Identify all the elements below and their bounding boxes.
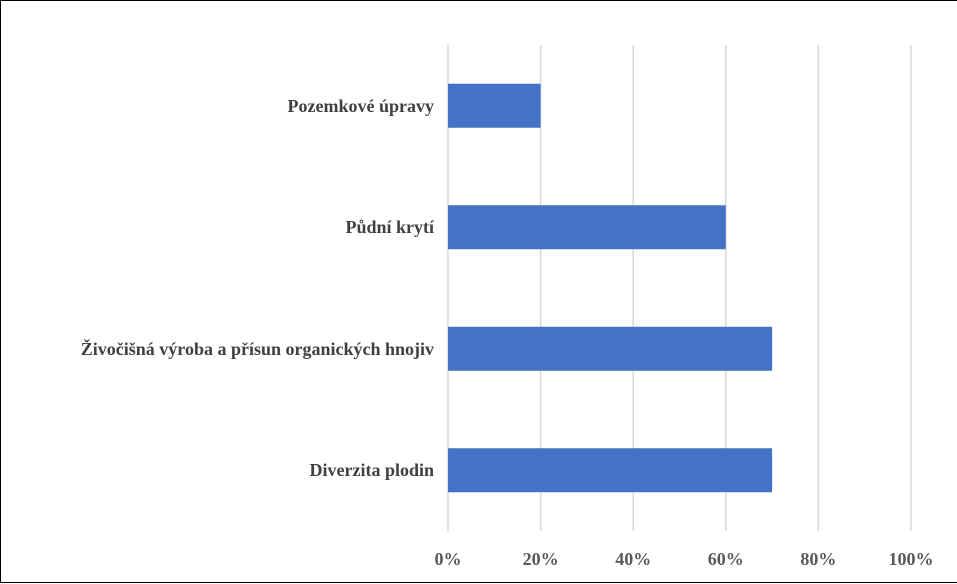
y-tick-label: Diverzita plodin: [309, 460, 435, 481]
bar: [448, 448, 773, 493]
category-label-box: Půdní krytí: [9, 187, 434, 267]
x-tick-label: 80%: [800, 549, 836, 569]
category-label-box: Diverzita plodin: [9, 430, 435, 510]
x-tick-label: 20%: [523, 549, 559, 569]
y-tick-label: Půdní krytí: [345, 217, 434, 238]
bar: [448, 326, 773, 371]
x-tick-label: 60%: [708, 549, 744, 569]
y-tick-label: Pozemkové úpravy: [287, 95, 434, 116]
x-tick-label: 100%: [889, 549, 934, 569]
bar: [448, 83, 541, 128]
category-label-box: Pozemkové úpravy: [9, 66, 434, 146]
category-label-box: Živočišná výroba a přísun organických hn…: [9, 309, 434, 389]
bar: [448, 205, 726, 250]
x-tick-label: 40%: [615, 549, 651, 569]
y-tick-label: Živočišná výroba a přísun organických hn…: [80, 338, 434, 359]
x-tick-label: 0%: [435, 549, 462, 569]
